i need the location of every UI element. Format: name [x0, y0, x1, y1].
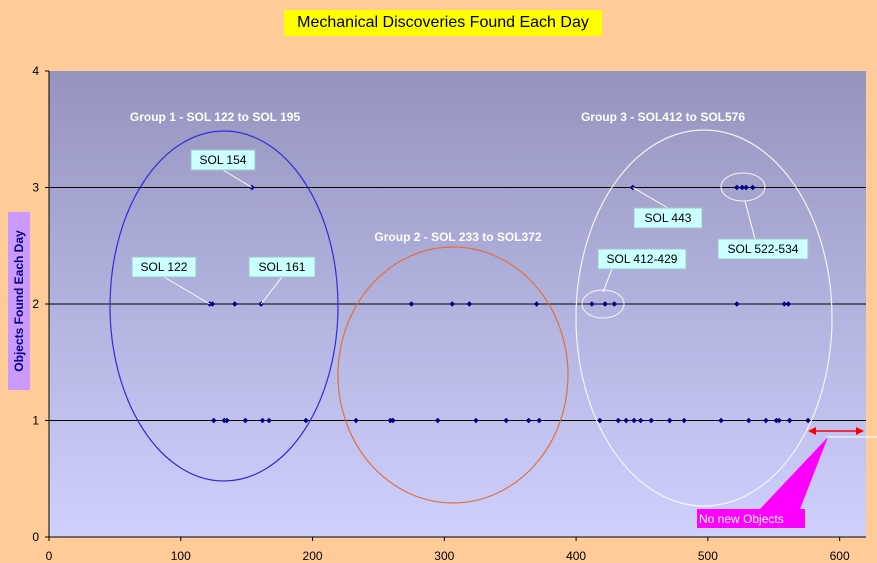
data-point: [785, 301, 792, 307]
chart-title: Mechanical Discoveries Found Each Day: [284, 10, 602, 36]
data-point: [734, 301, 740, 307]
group-1-label: Group 1 - SOL 122 to SOL 195: [130, 110, 301, 124]
data-point: [781, 301, 788, 307]
data-point: [210, 417, 217, 424]
x-tick-label-100: 100: [171, 549, 191, 563]
note-pointer: [760, 437, 828, 509]
data-point: [466, 301, 473, 307]
data-point: [536, 417, 542, 424]
callout-leader-line: [744, 200, 756, 240]
data-point: [473, 417, 479, 424]
data-point: [449, 301, 456, 307]
data-point: [224, 417, 230, 424]
callout-sol-522-534: SOL 522-534: [717, 200, 809, 260]
data-point: [745, 417, 752, 424]
y-tick-label-1: 1: [32, 414, 39, 428]
sol-522-534-ring: [720, 172, 766, 202]
data-point: [353, 417, 359, 424]
data-point: [739, 184, 745, 191]
data-point: [631, 417, 637, 424]
callout-leader-line: [260, 276, 283, 305]
y-axis-label: Objects Found Each Day: [8, 212, 30, 390]
data-point: [597, 417, 603, 424]
data-point: [259, 417, 266, 424]
callout-text: SOL 154: [200, 153, 247, 167]
group-3-ellipse: [575, 129, 833, 507]
data-point: [637, 417, 644, 424]
note-box: [697, 509, 805, 528]
data-point: [749, 184, 756, 191]
callout-sol-154: SOL 154: [190, 149, 256, 188]
data-point: [623, 417, 629, 424]
data-point: [648, 417, 655, 424]
data-point: [629, 184, 636, 191]
callout-box: [597, 248, 687, 270]
callout-text: SOL 522-534: [728, 242, 799, 256]
callout-box: [717, 238, 809, 260]
data-point: [232, 301, 238, 307]
data-point: [681, 417, 687, 424]
x-tick-label-200: 200: [303, 549, 323, 563]
note-text: No new Objects: [699, 512, 784, 526]
callout-box: [131, 256, 197, 278]
data-point: [589, 301, 595, 307]
data-point: [615, 417, 622, 424]
callout-text: SOL 122: [141, 260, 188, 274]
y-tick-label-3: 3: [32, 181, 39, 195]
data-point: [611, 301, 618, 307]
sol-412-429-ring: [581, 289, 625, 319]
data-point: [805, 417, 811, 424]
x-tick-label-300: 300: [434, 549, 454, 563]
data-point: [743, 184, 749, 191]
data-point: [786, 417, 793, 424]
callout-text: SOL 443: [645, 211, 692, 225]
data-point: [209, 301, 216, 307]
data-point: [533, 301, 540, 307]
callout-leader-line: [632, 187, 669, 209]
arrow-head-right: [856, 427, 864, 435]
callout-leader-line: [222, 169, 253, 188]
x-tick-label-500: 500: [698, 549, 718, 563]
callout-text: SOL 161: [259, 260, 306, 274]
data-point: [666, 417, 673, 424]
data-point: [390, 417, 396, 424]
data-point: [525, 417, 532, 424]
group-2-label: Group 2 - SOL 233 to SOL372: [374, 230, 541, 244]
data-point: [303, 417, 309, 424]
group-3-label: Group 3 - SOL412 to SOL576: [581, 110, 745, 124]
data-point: [734, 184, 740, 191]
arrow-head-left: [808, 427, 816, 435]
data-point: [242, 417, 249, 424]
callout-box: [633, 207, 703, 229]
data-point: [434, 417, 441, 424]
callout-box: [248, 256, 316, 278]
data-point: [266, 417, 272, 424]
data-point: [763, 417, 769, 424]
callout-sol-122: SOL 122: [131, 256, 211, 305]
x-tick-label-400: 400: [566, 549, 586, 563]
data-point: [503, 417, 510, 424]
callout-leader-line: [602, 268, 613, 293]
x-tick-label-0: 0: [46, 549, 53, 563]
callout-leader-line: [163, 276, 211, 305]
data-point: [776, 417, 782, 424]
group-2-ellipse: [337, 246, 569, 504]
callout-text: SOL 412-429: [607, 252, 678, 266]
callout-sol-161: SOL 161: [248, 256, 316, 305]
x-tick-label-600: 600: [830, 549, 850, 563]
callout-sol-412-429: SOL 412-429: [597, 248, 687, 293]
y-tick-label-4: 4: [32, 64, 39, 78]
data-point: [602, 301, 608, 307]
callout-sol-443: SOL 443: [632, 187, 703, 229]
callout-box: [190, 149, 256, 171]
y-tick-label-0: 0: [32, 530, 39, 544]
data-point: [408, 301, 415, 307]
data-point: [718, 417, 724, 424]
group-1-ellipse: [109, 130, 339, 482]
y-tick-label-2: 2: [32, 297, 39, 311]
